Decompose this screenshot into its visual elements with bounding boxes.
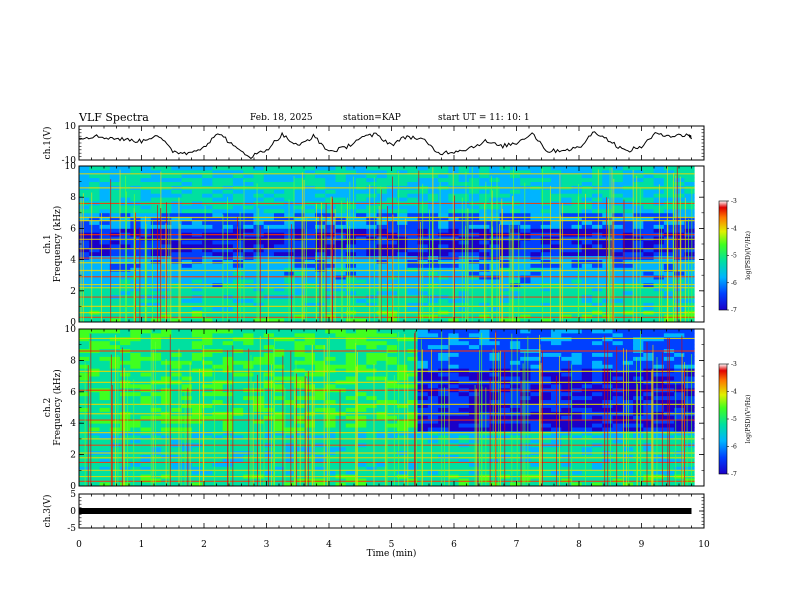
colorbar-sp2 [718,363,728,475]
ylabel-ch1: ch.1(V) [42,127,53,160]
ch3-series-line [79,508,692,514]
ytick-label-ch3: 5 [70,490,76,500]
figure-title: VLF Spectra [79,111,149,124]
spectrogram-ch2 [79,329,695,486]
spectrogram-ch1 [79,166,695,322]
colorbar-tick-label: -7 [731,471,737,478]
xtick-label: 7 [514,540,520,550]
xtick-label: 2 [201,540,207,550]
ytick-label-ch3: -5 [67,524,76,534]
ylabel-sp2: ch.2Frequency (kHz) [43,369,63,446]
ytick-label-sp2: 4 [70,419,76,429]
xtick-label: 10 [698,540,710,550]
xtick-label: 6 [451,540,457,550]
date-label: Feb. 18, 2025 [250,113,313,123]
ylabel-sp1: ch.1Frequency (kHz) [43,206,63,283]
ytick-label-sp1: 8 [70,193,76,203]
colorbar-tick-label: -6 [731,280,737,287]
colorbar-tick-label: -6 [731,444,737,451]
xtick-label: 1 [139,540,145,550]
ytick-label-sp2: 10 [65,325,77,335]
ch1-series-line [79,131,692,160]
ytick-label-sp2: 6 [70,388,76,398]
ytick-label-sp1: 10 [65,162,77,172]
colorbar-tick-label: -4 [731,389,737,396]
colorbar-tick-label: -5 [731,416,737,423]
xaxis-title: Time (min) [367,548,417,559]
xtick-label: 3 [264,540,270,550]
xtick-label: 8 [576,540,582,550]
colorbar-tick-label: -7 [731,307,737,314]
colorbar-title: log(PSD)(V²/Hz) [745,231,752,280]
colorbar-title: log(PSD)(V²/Hz) [745,395,752,444]
colorbar-sp1 [718,200,728,311]
colorbar-tick-label: -4 [731,225,737,232]
ytick-label-sp2: 0 [70,482,76,492]
ytick-label-sp2: 2 [70,451,76,461]
ytick-label-sp1: 2 [70,287,76,297]
ytick-label-ch1: -10 [62,156,77,166]
ytick-label-sp1: 6 [70,224,76,234]
ylabel-ch3: ch.3(V) [42,495,53,528]
colorbar-tick-label: -5 [731,253,737,260]
xtick-label: 9 [639,540,645,550]
ytick-label-ch3: 0 [70,507,76,517]
ytick-label-ch1: 10 [65,122,77,132]
ytick-label-sp1: 0 [70,318,76,328]
xtick-label: 0 [76,540,82,550]
colorbar-tick-label: -3 [731,198,737,205]
panel-frame-ch1 [78,125,705,161]
ytick-label-sp2: 8 [70,356,76,366]
xtick-label: 4 [326,540,332,550]
ytick-label-sp1: 4 [70,256,76,266]
xtick-label: 5 [389,540,395,550]
colorbar-tick-label: -3 [731,361,737,368]
station-label: station=KAP [343,113,401,123]
start-time-label: start UT = 11: 10: 1 [438,113,530,123]
